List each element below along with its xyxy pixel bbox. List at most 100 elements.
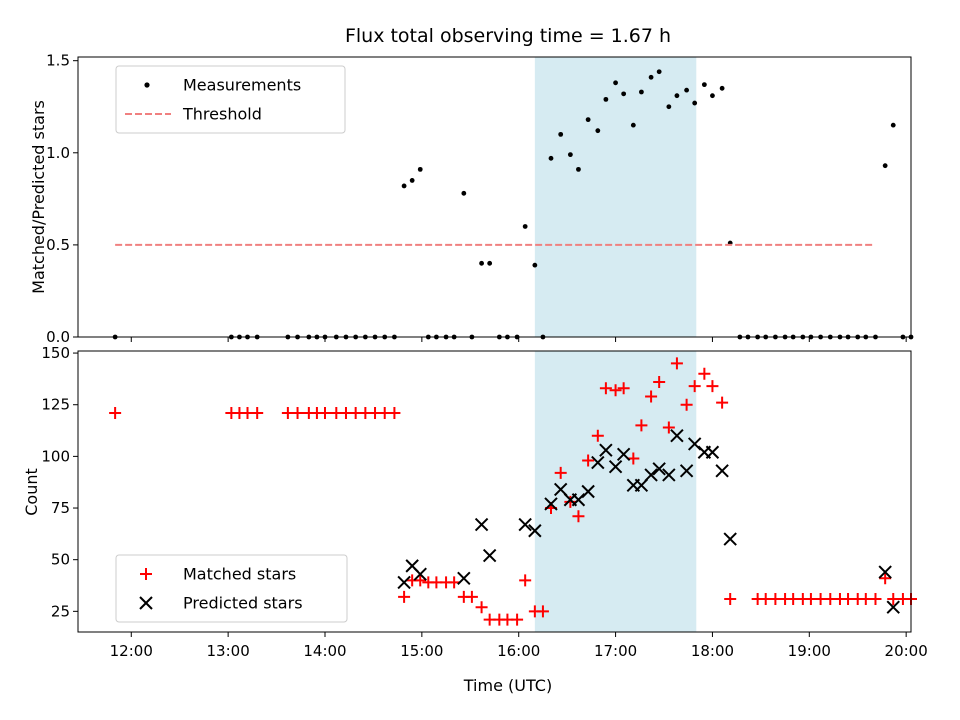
- ratio-legend: Measurements Threshold: [115, 65, 346, 134]
- predicted-stars-point: [571, 493, 586, 507]
- x-tick-label: 15:00: [400, 642, 443, 660]
- matched-stars-point: [879, 572, 892, 585]
- counts-y-tick-label: 25: [51, 602, 70, 620]
- x-tick-label: 19:00: [788, 642, 831, 660]
- ratio-y-tick-label: 1.0: [46, 144, 70, 162]
- predicted-stars-point: [886, 600, 900, 614]
- chart-title: Flux total observing time = 1.67 h: [345, 25, 671, 47]
- measurements-point: [882, 163, 888, 169]
- x-tick-label: 17:00: [594, 642, 637, 660]
- counts-x-ticks: 12:00 13:00 14:00 15:00 16:00 17:00 18:00 19:00…: [110, 632, 928, 660]
- x-tick-label: 18:00: [691, 642, 734, 660]
- matched-stars-point: [645, 390, 658, 403]
- legend-label-threshold: Threshold: [182, 105, 262, 124]
- counts-y-tick-label: 75: [51, 499, 70, 517]
- x-tick-label: 13:00: [207, 642, 250, 660]
- measurements-point: [409, 178, 415, 183]
- measurements-point: [710, 93, 715, 99]
- legend-label-matched-stars: Matched stars: [183, 565, 296, 584]
- measurements-point: [548, 155, 554, 161]
- matched-stars-point: [511, 613, 524, 626]
- measurements-point: [522, 224, 528, 229]
- ratio-y-ticks: 0.0 0.5 1.0 1.5: [46, 52, 78, 346]
- measurements-point: [656, 69, 662, 75]
- matched-stars-point: [724, 592, 737, 605]
- predicted-stars-point: [715, 464, 729, 478]
- ratio-panel: 0.0 0.5 1.0 1.5 Matched/Predicted stars Mea…: [29, 52, 914, 346]
- predicted-stars-point: [591, 455, 605, 470]
- measurements-point: [613, 80, 618, 86]
- matched-stars-point: [388, 406, 401, 419]
- legend-label-measurements: Measurements: [183, 76, 301, 95]
- ratio-x-ticks: [130, 337, 907, 342]
- predicted-stars-point: [553, 482, 568, 497]
- measurements-point: [621, 91, 627, 97]
- measurements-point: [648, 74, 654, 80]
- matched-stars-point: [554, 466, 567, 479]
- measurements-point: [639, 89, 644, 95]
- measurements-point: [532, 262, 538, 268]
- predicted-stars-point: [413, 567, 427, 581]
- predicted-stars-point: [670, 429, 684, 443]
- predicted-stars-point: [397, 575, 411, 590]
- predicted-stars-point: [687, 437, 702, 451]
- matched-stars-point: [653, 375, 666, 388]
- counts-series-group: [109, 357, 917, 626]
- matched-stars-point: [564, 495, 577, 508]
- matched-stars-point: [706, 380, 719, 393]
- predicted-stars-point: [457, 571, 471, 585]
- predicted-stars-point: [662, 468, 676, 482]
- counts-y-tick-label: 50: [51, 551, 70, 569]
- matched-stars-point: [318, 406, 331, 419]
- counts-legend-box: [115, 554, 348, 623]
- counts-legend: Matched stars Predicted stars: [115, 554, 348, 623]
- matched-stars-point: [662, 421, 675, 434]
- measurements-point: [585, 117, 591, 123]
- matched-stars-point: [536, 605, 549, 618]
- counts-y-ticks: 25 50 75 100 125 150: [41, 344, 78, 620]
- matched-stars-point: [609, 384, 622, 397]
- counts-y-tick-label: 125: [41, 396, 70, 414]
- counts-axes-frame: [77, 350, 912, 633]
- measurements-point: [576, 166, 581, 172]
- predicted-stars-point: [705, 445, 720, 459]
- matched-stars-point: [582, 454, 595, 467]
- measurements-point: [684, 87, 690, 93]
- x-tick-label: 12:00: [110, 642, 153, 660]
- x-tick-label: 20:00: [885, 642, 928, 660]
- x-axis-label: Time (UTC): [463, 676, 552, 695]
- ratio-y-tick-label: 0.5: [46, 236, 70, 254]
- matched-stars-point: [251, 406, 264, 419]
- matched-stars-point: [716, 396, 729, 409]
- predicted-stars-point: [644, 468, 658, 482]
- ratio-y-tick-label: 0.0: [46, 328, 70, 346]
- matched-stars-point: [291, 406, 304, 419]
- legend-marker-predicted-stars: [139, 596, 153, 610]
- ratio-y-tick-label: 1.5: [46, 52, 70, 70]
- ratio-y-axis-label: Matched/Predicted stars: [29, 100, 48, 294]
- legend-marker-matched-stars: [140, 568, 152, 580]
- measurements-point: [487, 260, 493, 266]
- counts-y-tick-label: 100: [41, 447, 70, 465]
- matched-stars-point: [475, 601, 488, 614]
- predicted-stars-point: [528, 524, 542, 538]
- x-tick-label: 14:00: [303, 642, 346, 660]
- matched-stars-point: [617, 382, 630, 395]
- measurements-point: [719, 85, 725, 91]
- measurements-point: [630, 122, 636, 128]
- matched-stars-point: [591, 429, 604, 442]
- legend-marker-measurements: [144, 82, 150, 88]
- predicted-stars-point: [608, 459, 623, 474]
- measurements-point: [567, 152, 573, 158]
- matched-stars-point: [414, 574, 427, 587]
- measurements-point: [558, 131, 564, 137]
- matched-stars-point: [448, 576, 461, 589]
- measurements-point: [417, 166, 423, 172]
- ratio-shaded-interval-group: [534, 57, 697, 337]
- counts-panel: 25 50 75 100 125 150 12:00 13:00 14:00 15:00 16:0…: [22, 344, 928, 660]
- x-tick-label: 16:00: [497, 642, 540, 660]
- predicted-stars-point: [544, 497, 558, 511]
- predicted-stars-point: [518, 517, 532, 532]
- measurements-point: [603, 96, 609, 102]
